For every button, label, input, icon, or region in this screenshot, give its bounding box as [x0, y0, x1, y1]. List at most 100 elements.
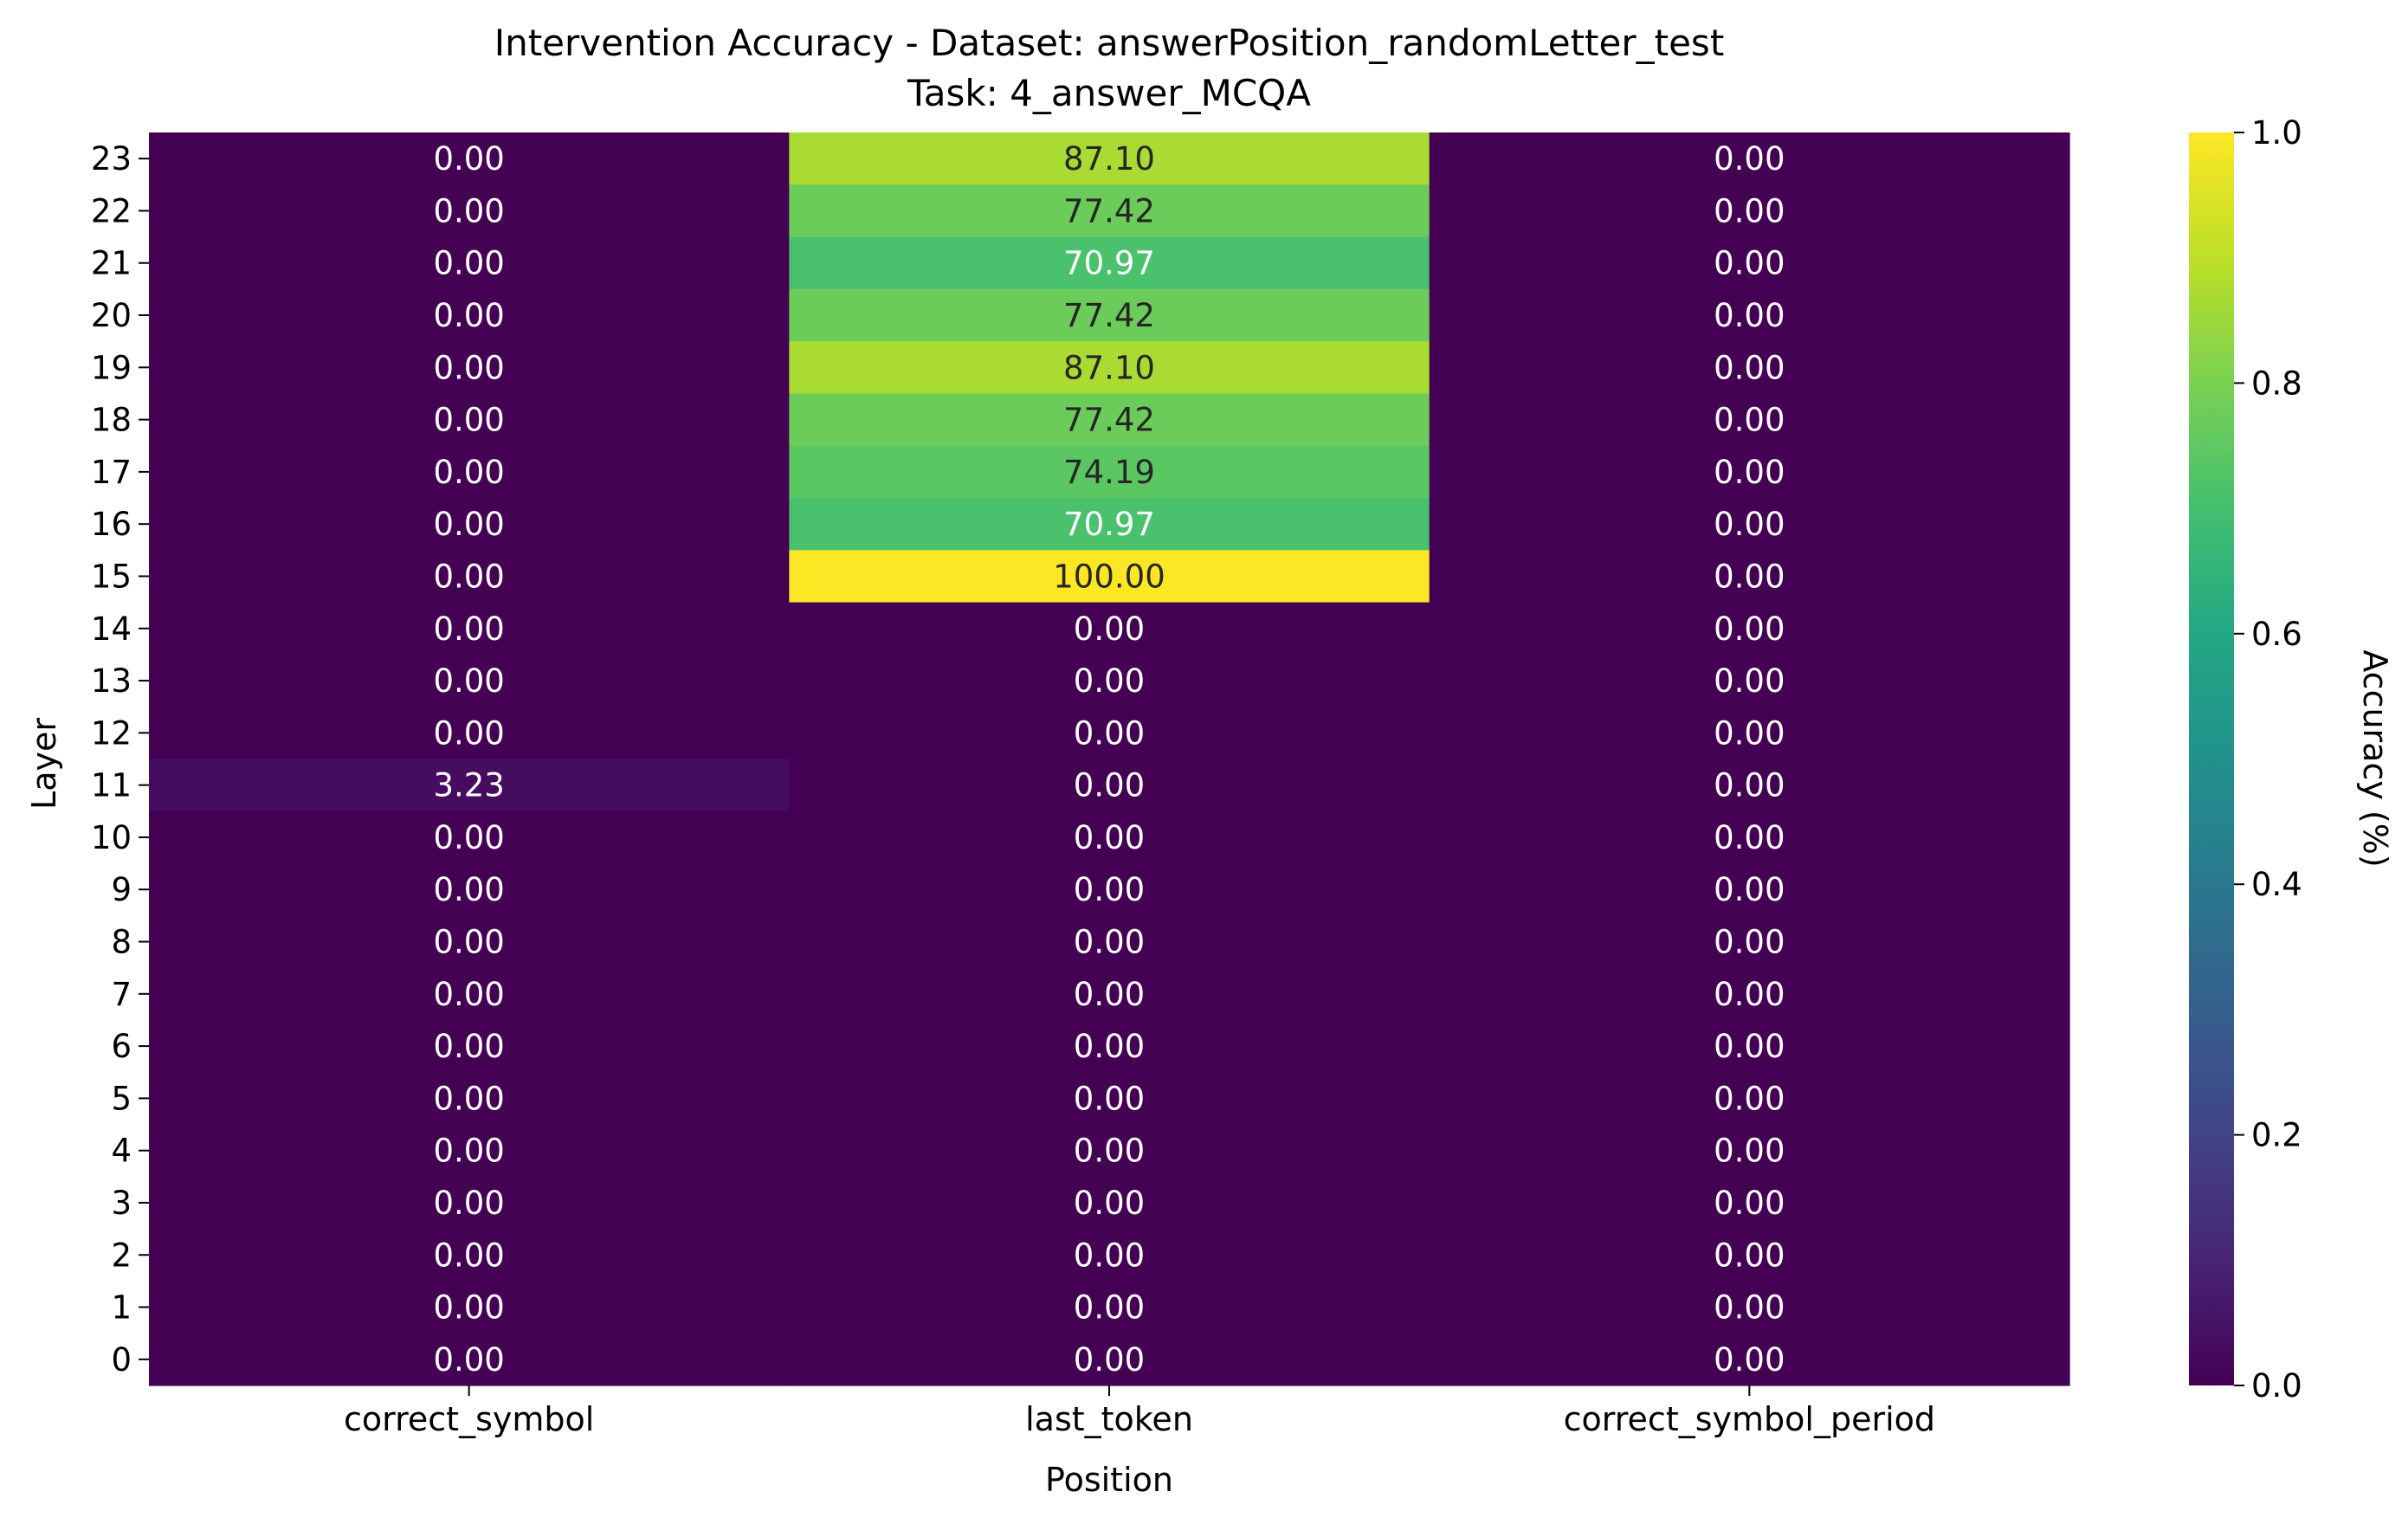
heatmap-cell — [1429, 184, 2070, 238]
cell-value-label: 0.00 — [1714, 192, 1785, 229]
heatmap-cell — [149, 1019, 790, 1073]
chart-title-line2: Task: 4_answer_MCQA — [907, 72, 1311, 114]
cell-value-label: 0.00 — [433, 1080, 504, 1117]
cell-value-label: 87.10 — [1063, 140, 1155, 178]
cell-value-label: 0.00 — [433, 819, 504, 856]
y-tick-label: 19 — [91, 349, 132, 386]
cell-value-label: 0.00 — [1714, 1133, 1785, 1170]
x-axis-ticks: correct_symbol last_token correct_symbol_p… — [344, 1385, 1935, 1438]
cell-value-label: 0.00 — [433, 1185, 504, 1222]
heatmap-cell — [789, 498, 1430, 551]
cell-value-label: 0.00 — [1074, 1237, 1145, 1274]
heatmap-cell — [789, 967, 1430, 1021]
cell-value-label: 0.00 — [1714, 1289, 1785, 1327]
cell-value-label: 0.00 — [433, 1341, 504, 1379]
colorbar-label: Accuracy (%) — [2356, 649, 2394, 867]
y-axis-label: Layer — [25, 718, 63, 810]
cell-value-label: 0.00 — [1074, 1133, 1145, 1170]
cell-value-label: 0.00 — [433, 192, 504, 229]
heatmap-cell — [149, 393, 790, 447]
cell-value-label: 0.00 — [1714, 1028, 1785, 1065]
cell-value-label: 0.00 — [433, 297, 504, 334]
heatmap-cell — [149, 288, 790, 342]
y-tick-label: 21 — [91, 245, 132, 282]
heatmap-cell — [789, 288, 1430, 342]
cell-value-label: 3.23 — [433, 767, 504, 804]
cell-value-label: 0.00 — [433, 871, 504, 908]
heatmap-cell — [149, 445, 790, 499]
heatmap-cell — [789, 810, 1430, 864]
colorbar-ticks: 0.0 0.2 0.4 0.6 0.8 1.0 — [2234, 114, 2302, 1405]
heatmap-cell — [789, 1229, 1430, 1282]
cell-value-label: 77.42 — [1063, 192, 1155, 229]
heatmap-cell — [789, 1333, 1430, 1386]
heatmap-cell — [1429, 498, 2070, 551]
cell-value-label: 0.00 — [1714, 871, 1785, 908]
y-tick-label: 8 — [111, 924, 132, 961]
cell-value-label: 0.00 — [1714, 506, 1785, 543]
heatmap-cell — [789, 445, 1430, 499]
x-tick-label: correct_symbol_period — [1564, 1400, 1935, 1438]
heatmap-cell — [1429, 707, 2070, 760]
y-tick-label: 3 — [111, 1185, 132, 1222]
colorbar-tick-label: 0.6 — [2251, 616, 2302, 653]
x-axis-label: Position — [1045, 1461, 1173, 1499]
cell-value-label: 0.00 — [433, 349, 504, 386]
heatmap-cell — [149, 1333, 790, 1386]
y-tick-label: 20 — [91, 297, 132, 334]
cell-value-label: 0.00 — [433, 714, 504, 752]
y-tick-label: 18 — [91, 402, 132, 439]
cell-value-label: 0.00 — [1074, 1185, 1145, 1222]
cell-value-label: 0.00 — [1714, 402, 1785, 439]
colorbar-tick-label: 0.2 — [2251, 1117, 2302, 1154]
cell-value-label: 77.42 — [1063, 297, 1155, 334]
colorbar-tick-label: 0.8 — [2251, 365, 2302, 402]
y-tick-label: 9 — [111, 871, 132, 908]
x-tick-label: correct_symbol — [344, 1400, 594, 1438]
cell-value-label: 0.00 — [1714, 819, 1785, 856]
heatmap-cell — [149, 1281, 790, 1334]
chart-title-line1: Intervention Accuracy - Dataset: answerP… — [494, 22, 1725, 64]
heatmap-cell — [789, 393, 1430, 447]
cell-value-label: 0.00 — [433, 924, 504, 961]
heatmap-cell-labels: 0.00 87.10 0.00 0.00 77.42 0.00 0.00 70.97 0.00 0… — [433, 140, 1785, 1379]
heatmap-cell — [149, 1124, 790, 1178]
cell-value-label: 0.00 — [1074, 871, 1145, 908]
heatmap-cell — [789, 341, 1430, 395]
y-tick-label: 10 — [91, 819, 132, 856]
heatmap-cell — [1429, 132, 2070, 185]
heatmap-cell — [789, 759, 1430, 812]
y-tick-label: 13 — [91, 662, 132, 700]
cell-value-label: 0.00 — [1074, 1289, 1145, 1327]
heatmap-cell — [1429, 1229, 2070, 1282]
y-tick-label: 14 — [91, 610, 132, 648]
heatmap-cell — [1429, 1176, 2070, 1230]
heatmap-cell — [789, 602, 1430, 655]
heatmap-cells — [149, 132, 2070, 1386]
cell-value-label: 0.00 — [1074, 819, 1145, 856]
heatmap-cell — [1429, 393, 2070, 447]
cell-value-label: 0.00 — [433, 976, 504, 1013]
cell-value-label: 0.00 — [433, 1237, 504, 1274]
cell-value-label: 0.00 — [1714, 1080, 1785, 1117]
cell-value-label: 0.00 — [1714, 976, 1785, 1013]
heatmap-cell — [789, 915, 1430, 969]
cell-value-label: 0.00 — [433, 1289, 504, 1327]
heatmap-cell — [1429, 759, 2070, 812]
cell-value-label: 0.00 — [1714, 245, 1785, 282]
cell-value-label: 0.00 — [1074, 1080, 1145, 1117]
cell-value-label: 100.00 — [1053, 558, 1165, 595]
cell-value-label: 0.00 — [1714, 1341, 1785, 1379]
cell-value-label: 0.00 — [1714, 767, 1785, 804]
cell-value-label: 0.00 — [1714, 454, 1785, 491]
y-tick-label: 7 — [111, 976, 132, 1013]
heatmap-cell — [149, 550, 790, 604]
heatmap-cell — [789, 1019, 1430, 1073]
y-tick-label: 17 — [91, 454, 132, 491]
cell-value-label: 0.00 — [1714, 662, 1785, 700]
heatmap-cell — [1429, 1333, 2070, 1386]
heatmap-cell — [149, 707, 790, 760]
heatmap-cell — [1429, 654, 2070, 707]
